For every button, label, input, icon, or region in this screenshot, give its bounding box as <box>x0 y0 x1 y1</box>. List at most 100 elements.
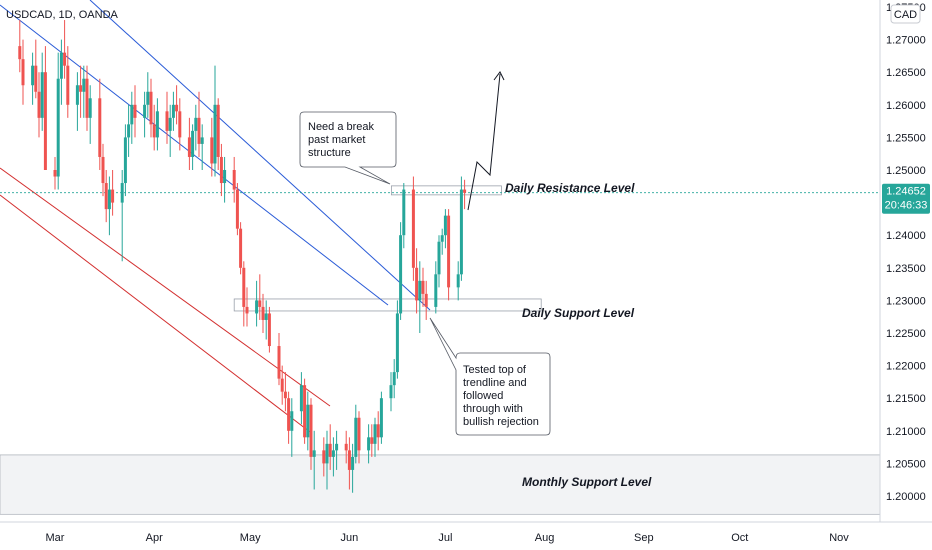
candle[interactable] <box>415 248 419 314</box>
candle[interactable] <box>447 209 451 301</box>
candle[interactable] <box>130 91 134 144</box>
candle[interactable] <box>402 183 406 249</box>
candle[interactable] <box>165 91 169 144</box>
candle[interactable] <box>127 104 131 157</box>
callout-tested-trendline[interactable]: Tested top of trendline and followed thr… <box>429 317 551 436</box>
candle[interactable] <box>399 222 403 320</box>
candle[interactable] <box>59 39 63 105</box>
candle[interactable] <box>258 274 262 320</box>
daily-resistance-label[interactable]: Daily Resistance Level <box>505 181 635 195</box>
candle[interactable] <box>149 78 153 138</box>
monthly-support-label[interactable]: Monthly Support Level <box>522 475 652 489</box>
candle[interactable] <box>82 65 86 118</box>
candle[interactable] <box>175 85 179 125</box>
candle[interactable] <box>379 391 383 444</box>
candle[interactable] <box>267 306 271 353</box>
candle[interactable] <box>88 85 92 144</box>
currency-button[interactable]: CAD <box>890 4 921 24</box>
candle[interactable] <box>367 424 371 464</box>
candle[interactable] <box>351 443 355 493</box>
candle[interactable] <box>395 300 399 379</box>
candle[interactable] <box>357 411 361 464</box>
candle[interactable] <box>155 98 159 151</box>
daily-resistance-zone[interactable] <box>390 185 502 196</box>
candle[interactable] <box>411 176 415 281</box>
candle[interactable] <box>21 39 25 105</box>
candle[interactable] <box>255 280 259 327</box>
candle[interactable] <box>392 359 396 399</box>
candle[interactable] <box>459 176 463 281</box>
candle[interactable] <box>40 52 44 131</box>
candle[interactable] <box>37 72 41 138</box>
candle[interactable] <box>53 156 57 190</box>
candle[interactable] <box>312 430 316 490</box>
candle[interactable] <box>187 117 191 170</box>
daily-support-label[interactable]: Daily Support Level <box>522 306 635 320</box>
candle[interactable] <box>373 417 377 457</box>
candle[interactable] <box>66 46 70 118</box>
daily-support-zone[interactable] <box>233 298 542 312</box>
red-channel-lower-line[interactable] <box>0 194 311 433</box>
candle[interactable] <box>434 261 438 314</box>
candle[interactable] <box>216 98 220 170</box>
candle[interactable] <box>277 333 281 386</box>
candle[interactable] <box>239 222 243 275</box>
candle[interactable] <box>303 378 307 444</box>
candle[interactable] <box>306 391 310 451</box>
candle[interactable] <box>299 372 303 425</box>
candle[interactable] <box>421 267 425 307</box>
projection-arrow[interactable] <box>467 73 501 211</box>
candle[interactable] <box>232 156 236 203</box>
candle[interactable] <box>200 124 204 170</box>
candle[interactable] <box>34 39 38 99</box>
candle[interactable] <box>63 20 67 79</box>
candle[interactable] <box>261 293 265 333</box>
candle[interactable] <box>325 430 329 490</box>
current-price-tag[interactable]: 1.24652 20:46:33 <box>882 183 930 214</box>
candle[interactable] <box>370 424 374 457</box>
candle[interactable] <box>440 228 444 255</box>
candle[interactable] <box>418 261 422 333</box>
candles-group[interactable] <box>18 20 467 493</box>
candle[interactable] <box>283 372 287 412</box>
candle[interactable] <box>111 170 115 216</box>
candle[interactable] <box>123 124 127 197</box>
candle[interactable] <box>101 143 105 197</box>
candle[interactable] <box>322 437 326 477</box>
candle[interactable] <box>213 65 217 177</box>
candle[interactable] <box>56 52 60 190</box>
candle[interactable] <box>168 104 172 157</box>
candle[interactable] <box>43 46 47 170</box>
callout-break-structure[interactable]: Need a break past market structure <box>299 111 397 185</box>
candle[interactable] <box>287 391 291 444</box>
candle[interactable] <box>328 424 332 470</box>
candle[interactable] <box>437 235 441 288</box>
red-channel-upper-line[interactable] <box>0 167 331 407</box>
candle[interactable] <box>107 176 111 236</box>
candle[interactable] <box>389 372 393 412</box>
candle[interactable] <box>463 179 467 210</box>
candle[interactable] <box>98 78 102 170</box>
candle[interactable] <box>219 143 223 197</box>
candle[interactable] <box>242 261 246 327</box>
candle[interactable] <box>178 98 182 151</box>
candle[interactable] <box>235 183 239 236</box>
candle[interactable] <box>31 52 35 105</box>
candle[interactable] <box>245 287 249 327</box>
candle[interactable] <box>79 65 83 118</box>
monthly-support-zone[interactable] <box>0 454 881 515</box>
candle[interactable] <box>152 104 156 151</box>
candle[interactable] <box>18 20 22 73</box>
candle[interactable] <box>354 404 358 464</box>
candle[interactable] <box>280 365 284 405</box>
candle[interactable] <box>264 300 268 340</box>
candle[interactable] <box>290 398 294 457</box>
candle[interactable] <box>344 430 348 464</box>
candle[interactable] <box>120 170 124 262</box>
candle[interactable] <box>424 280 428 320</box>
candle[interactable] <box>85 65 89 131</box>
candle[interactable] <box>171 91 175 131</box>
candle[interactable] <box>376 411 380 451</box>
candle[interactable] <box>456 261 460 301</box>
